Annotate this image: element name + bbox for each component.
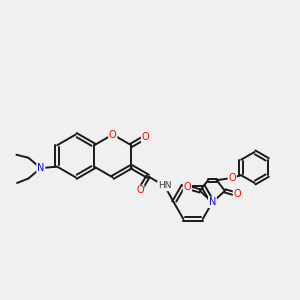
- Text: O: O: [228, 173, 236, 183]
- Text: O: O: [136, 185, 144, 196]
- Text: O: O: [233, 189, 241, 200]
- Text: N: N: [37, 163, 44, 173]
- Text: O: O: [109, 130, 117, 140]
- Text: O: O: [184, 182, 191, 192]
- Text: HN: HN: [158, 182, 172, 190]
- Text: N: N: [209, 197, 216, 207]
- Text: O: O: [142, 132, 149, 142]
